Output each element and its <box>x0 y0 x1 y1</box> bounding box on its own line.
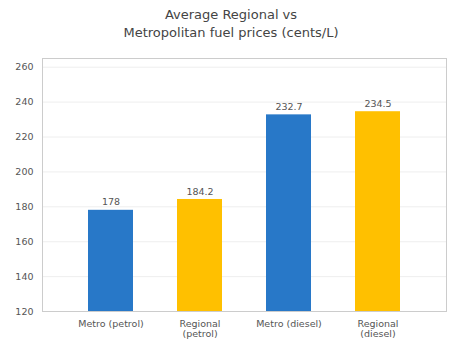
svg-text:184.2: 184.2 <box>186 186 213 197</box>
svg-text:Regional(diesel): Regional(diesel) <box>358 319 399 340</box>
svg-text:200: 200 <box>15 166 33 177</box>
svg-text:Metro (petrol): Metro (petrol) <box>78 319 143 330</box>
svg-text:Metro (diesel): Metro (diesel) <box>256 319 322 330</box>
svg-text:140: 140 <box>15 271 33 282</box>
svg-text:160: 160 <box>15 236 33 247</box>
svg-text:220: 220 <box>15 131 33 142</box>
svg-text:232.7: 232.7 <box>275 101 302 112</box>
svg-text:Regional(petrol): Regional(petrol) <box>180 319 221 340</box>
html-text:Average Regional vs Metropolit: Average Regional vs Metropolitan fuel pr… <box>123 7 339 41</box>
svg-text:260: 260 <box>15 62 33 73</box>
svg-text:180: 180 <box>15 201 33 212</box>
svg-text:240: 240 <box>15 97 33 108</box>
svg-text:178: 178 <box>102 197 120 208</box>
svg-text:120: 120 <box>15 306 33 317</box>
svg-text:234.5: 234.5 <box>364 98 391 109</box>
